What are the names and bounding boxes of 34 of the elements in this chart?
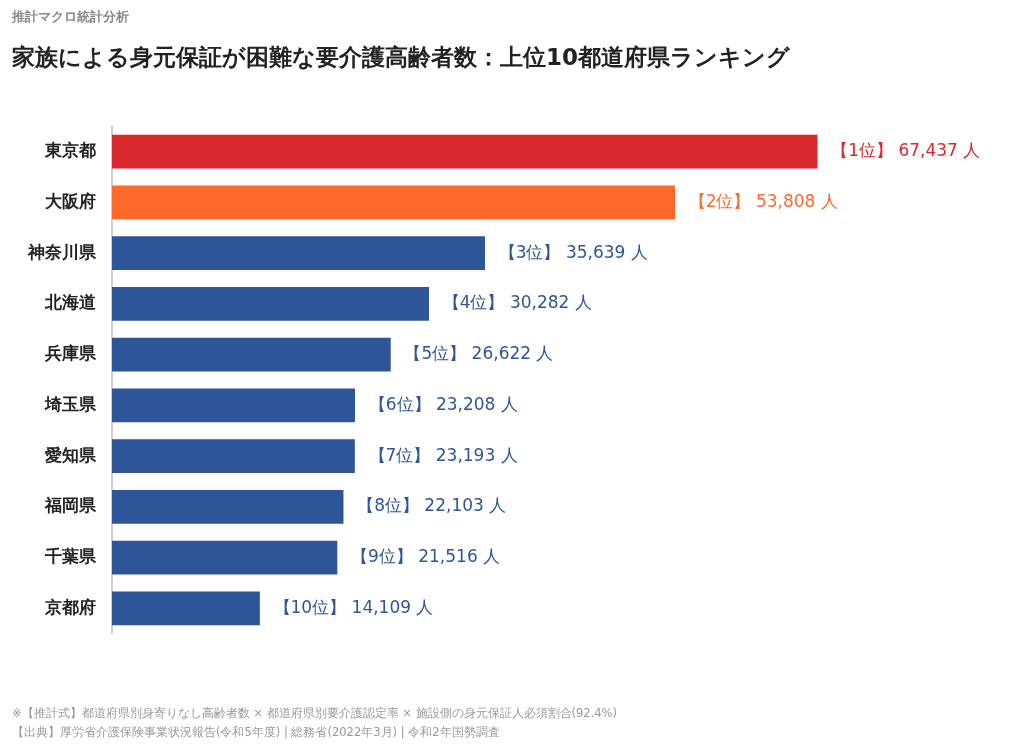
bar — [112, 540, 338, 575]
bar — [112, 134, 818, 169]
data-label: 【1位】 67,437 人 — [831, 140, 981, 160]
y-tick-label: 北海道 — [44, 292, 96, 313]
bar — [112, 388, 356, 423]
bar — [112, 591, 260, 626]
y-tick-label: 神奈川県 — [27, 241, 97, 262]
bar — [112, 337, 391, 372]
bar — [112, 185, 676, 220]
y-tick-label: 東京都 — [44, 140, 96, 160]
bar — [112, 287, 429, 321]
bar — [112, 236, 486, 270]
text: ※【推計式】都道府県別身寄りなし高齢者数 × 都道府県別要介護認定率 × 施設側の身元保証人必須割合(92.4%) — [12, 705, 618, 722]
bar — [112, 490, 344, 524]
bar — [112, 439, 355, 473]
data-label: 【3位】 35,639 人 — [498, 241, 648, 262]
y-tick-label: 愛知県 — [45, 444, 97, 465]
y-tick-label: 京都府 — [44, 596, 96, 617]
data-label: 【6位】 23,208 人 — [368, 393, 518, 414]
y-tick-label: 兵庫県 — [44, 343, 97, 364]
chart-title: 家族による身元保証が困難な要介護高齢者数：上位10都道府県ランキング — [12, 43, 791, 72]
data-label: 【2位】 53,808 人 — [688, 190, 838, 211]
data-label: 【7位】 23,193 人 — [368, 444, 518, 465]
chart-subtitle: 推計マクロ統計分析 — [12, 8, 129, 26]
y-tick-label: 大阪府 — [45, 190, 96, 211]
data-label: 【8位】 22,103 人 — [357, 495, 507, 516]
data-label: 【5位】 26,622 人 — [404, 343, 554, 364]
text: 【出典】厚労省介護保険事業状況報告(令和5年度) | 総務省(2022年3月) | 令和2年国勢調査 — [12, 724, 501, 741]
data-label: 【9位】 21,516 人 — [351, 546, 501, 567]
y-tick-label: 埼玉県 — [44, 393, 97, 414]
y-tick-label: 千葉県 — [44, 546, 97, 567]
y-tick-label: 福岡県 — [44, 495, 97, 516]
data-label: 【4位】 30,282 人 — [442, 292, 592, 313]
data-label: 【10位】 14,109 人 — [273, 596, 434, 617]
